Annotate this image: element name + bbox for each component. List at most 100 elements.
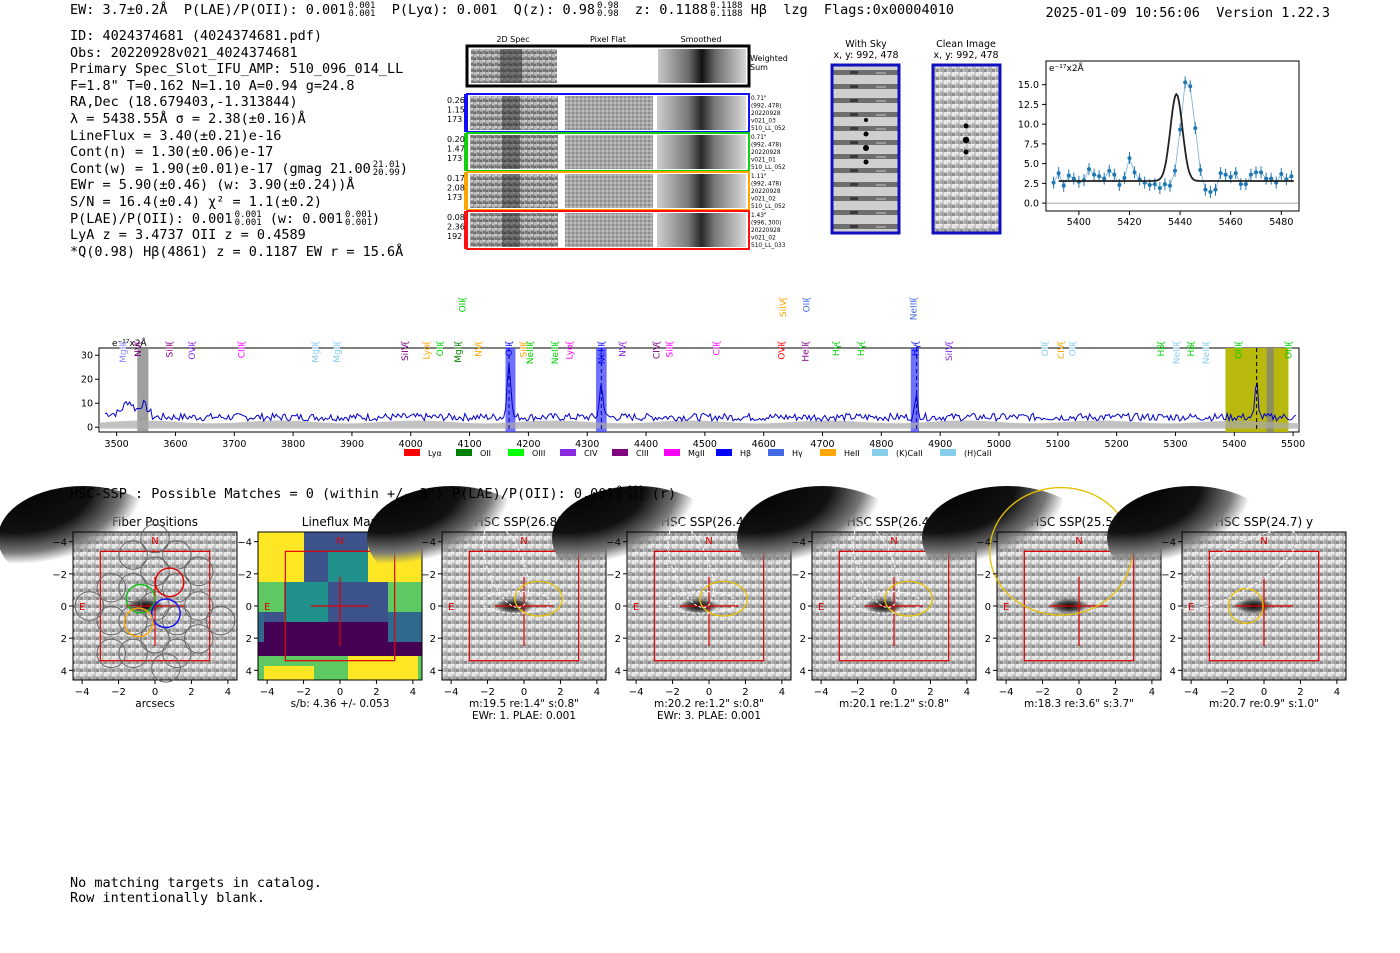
zoom-data-point — [1253, 170, 1258, 175]
spectral-line-label: Hβ — [1157, 344, 1167, 357]
spectrum-xtick: 5000 — [987, 439, 1011, 450]
hsc-panel-title: Lineflux Map — [302, 515, 378, 529]
clean-image-panel: Clean Image x, y: 992, 478 — [931, 39, 1002, 235]
aperture-ellipse — [884, 580, 933, 617]
legend-swatch — [768, 449, 784, 456]
spectrum-xtick: 3900 — [340, 439, 364, 450]
spectral-line-brace: { — [401, 340, 411, 346]
cutout-row-note: (996, 300) — [751, 221, 781, 227]
zoom-data-point — [1289, 174, 1294, 179]
legend-swatch — [820, 449, 836, 456]
hsc-xtick: 0 — [706, 687, 712, 698]
cutout-row-note: 510_LL_033 — [751, 243, 786, 249]
zoom-data-point — [1198, 167, 1203, 172]
cutout-row-note: 1.11" — [751, 174, 767, 180]
zoom-xtick: 5420 — [1117, 217, 1141, 228]
zoom-data-point — [1218, 171, 1223, 176]
spectral-line-label: NeIII — [597, 344, 607, 364]
hsc-caption: m:20.2 re:1.2" s:0.8" — [654, 698, 764, 710]
legend-swatch — [404, 449, 420, 456]
spectral-line-label: OII — [436, 344, 446, 356]
spectral-line-brace: { — [1187, 340, 1197, 346]
hsc-ytick: −2 — [976, 570, 991, 581]
spectral-line-label: OII — [1041, 344, 1051, 356]
legend-swatch — [612, 449, 628, 456]
zoom-data-point — [1092, 172, 1097, 177]
legend-label: CIV — [584, 449, 598, 458]
info-radec: RA,Dec (18.679403,-1.313844) — [70, 94, 298, 111]
legend-swatch — [716, 449, 732, 456]
cutout-row-note: 20220928 — [751, 150, 781, 156]
catalog-ellipse — [852, 523, 900, 608]
zoom-fit-line — [1058, 92, 1294, 182]
spectrum-xtick: 5500 — [1281, 439, 1305, 450]
spectral-line-brace: { — [1173, 340, 1183, 346]
legend-label: Hγ — [792, 449, 803, 458]
zoom-data-point — [1102, 176, 1107, 181]
east-marker: E — [1003, 602, 1009, 613]
cutout-row-note: v021_03 — [751, 119, 776, 125]
spectral-line-brace: { — [166, 340, 176, 346]
hsc-xtick: −2 — [850, 687, 865, 698]
hsc-ytick: 4 — [430, 666, 436, 677]
spectral-line-brace: { — [945, 340, 955, 346]
spectrum-xtick: 4800 — [869, 439, 893, 450]
cutout-row-value: 192 — [447, 232, 462, 241]
fiber-circle — [140, 523, 170, 554]
cutout-row-value: 0.17 — [447, 174, 465, 183]
spectrum-xtick: 4100 — [457, 439, 481, 450]
zoom-data-point — [1269, 176, 1274, 181]
spectrum-band — [910, 348, 919, 432]
north-marker: N — [1075, 536, 1082, 547]
legend-label: Hβ — [740, 449, 751, 458]
spectral-line-label: MgII — [454, 344, 464, 363]
weighted-sum-label: Weighted Sum — [750, 54, 788, 72]
hsc-ytick: −2 — [52, 570, 67, 581]
info-contn: Cont(n) = 1.30(±0.06)e-17 — [70, 144, 274, 161]
spectrum-band — [505, 348, 516, 432]
spectral-line-label: MgII — [333, 344, 343, 363]
info-primary: Primary Spec_Slot_IFU_AMP: 510_096_014_L… — [70, 61, 404, 78]
spectrum-xtick: 3700 — [222, 439, 246, 450]
spectral-line-label: OIII — [1234, 344, 1244, 359]
spectral-line-label: NeIII — [526, 344, 536, 364]
hsc-ytick: 2 — [246, 634, 252, 645]
info-lambda: λ = 5438.55Å σ = 2.38(±0.16)Å — [70, 110, 306, 127]
spectral-line-label: OII — [459, 300, 469, 312]
info-plae: P(LAE)/P(OII): 0.001 0.001 0.001 (w: 0.001… — [70, 209, 381, 228]
hsc-ytick: 4 — [246, 666, 252, 677]
spectral-line-label: Hγ — [832, 343, 842, 356]
col-smoothed: Smoothed — [681, 35, 722, 44]
spectral-line-brace: { — [333, 340, 343, 346]
info-q: *Q(0.98) Hβ(4861) z = 0.1187 EW r = 15.6… — [70, 243, 404, 260]
fiber-circle — [162, 638, 192, 669]
detection-info: ID: 4024374681 (4024374681.pdf) Obs: 202… — [70, 28, 408, 260]
spectral-line-label: SiII — [520, 344, 530, 358]
north-marker: N — [1260, 536, 1267, 547]
hsc-ytick: 2 — [985, 634, 991, 645]
spectral-line-brace: { — [803, 296, 813, 302]
fiber-circle — [118, 605, 148, 636]
legend-label: OIII — [532, 449, 545, 458]
header-plya: P(Lyα): 0.001 — [391, 2, 498, 18]
hsc-xtick: 4 — [410, 687, 416, 698]
fiber-circle — [184, 556, 214, 587]
weighted-sum-row: Weighted Sum — [465, 44, 788, 88]
cutout-row-note: (992, 478) — [751, 143, 781, 149]
spectral-line-label: Hβ — [1187, 344, 1197, 357]
hsc-ytick: −4 — [791, 538, 806, 549]
east-marker: E — [1188, 602, 1194, 613]
hsc-ytick: 2 — [615, 634, 621, 645]
zoom-ytick: 5.0 — [1024, 159, 1039, 170]
zoom-data-point — [1051, 180, 1056, 185]
hsc-ytick: −4 — [1161, 538, 1176, 549]
hsc-xtick: 2 — [927, 687, 933, 698]
hsc-xtick: −4 — [260, 687, 275, 698]
hsc-xtick: −4 — [75, 687, 90, 698]
north-marker: N — [890, 536, 897, 547]
spectral-line-label: OIII — [1284, 344, 1294, 359]
legend-label: (H)CaII — [964, 449, 991, 458]
spectral-line-brace: { — [1202, 340, 1212, 346]
zoom-data-point — [1248, 172, 1253, 177]
